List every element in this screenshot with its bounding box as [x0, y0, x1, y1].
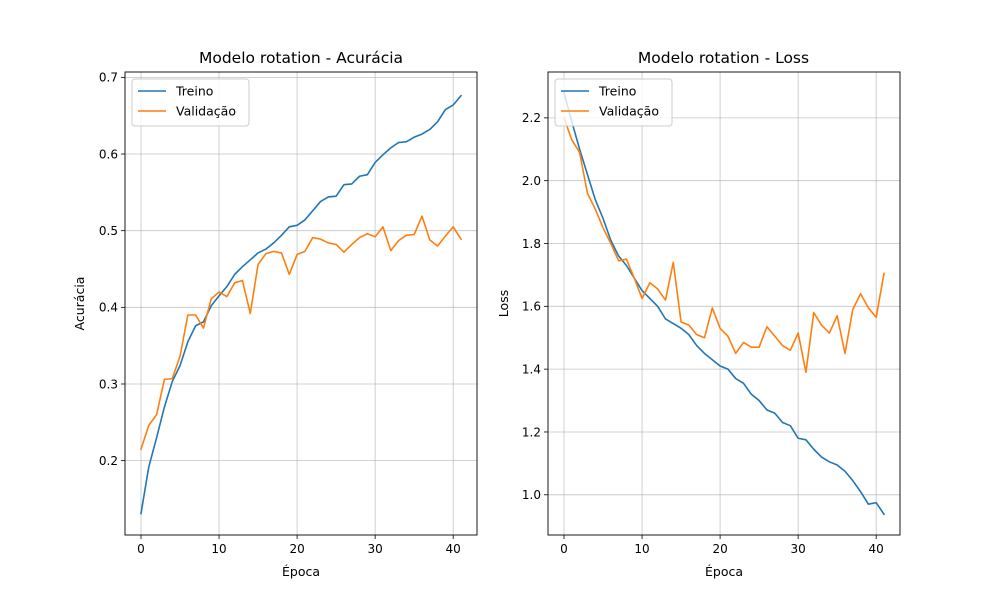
accuracy-ticks: 0 10 20 30 40 0.2 0.3 0.4 0.5 0.6 0.7: [99, 71, 461, 556]
accuracy-y-tick-label: 0.7: [99, 71, 118, 85]
loss-series-line-validacao: [562, 116, 885, 374]
accuracy-x-tick-label: 30: [368, 542, 383, 556]
loss-legend: Treino Validação: [554, 78, 673, 127]
accuracy-x-tick-label: 0: [137, 542, 145, 556]
accuracy-legend-label-validacao: Validação: [176, 104, 236, 119]
accuracy-y-tick-label: 0.6: [99, 147, 118, 161]
accuracy-y-axis-label: Acurácia: [72, 277, 87, 331]
accuracy-x-tick-label: 10: [211, 542, 226, 556]
accuracy-y-tick-label: 0.4: [99, 301, 118, 315]
loss-x-axis-label: Época: [705, 564, 743, 579]
accuracy-y-tick-label: 0.2: [99, 454, 118, 468]
accuracy-chart: Modelo rotation - Acurácia 0 10 20 30 400.20…: [72, 49, 478, 579]
loss-x-tick-label: 40: [869, 542, 884, 556]
accuracy-legend-label-treino: Treino: [175, 84, 213, 99]
loss-x-tick-label: 20: [712, 542, 727, 556]
loss-y-tick-label: 2.0: [522, 174, 541, 188]
accuracy-series-line-validacao: [139, 215, 463, 451]
accuracy-y-tick-label: 0.5: [99, 224, 118, 238]
loss-ticks: 0 10 20 30 40 1.0 1.2 1.4 1.6 1.8 2.0 2.2: [522, 111, 884, 556]
loss-chart-title: Modelo rotation - Loss: [638, 49, 809, 67]
loss-y-tick-label: 1.2: [522, 425, 541, 439]
loss-series: [562, 91, 886, 516]
loss-y-axis-label: Loss: [496, 290, 511, 317]
loss-legend-label-treino: Treino: [598, 84, 636, 99]
loss-x-tick-label: 10: [634, 542, 649, 556]
accuracy-chart-title: Modelo rotation - Acurácia: [199, 49, 403, 67]
accuracy-axes-frame: [124, 71, 478, 536]
loss-series-line-treino: [563, 91, 886, 516]
accuracy-grid: [125, 72, 477, 535]
loss-y-tick-label: 2.2: [522, 111, 541, 125]
accuracy-series-line-treino: [140, 94, 463, 515]
accuracy-x-axis-label: Época: [282, 564, 320, 579]
accuracy-x-tick-label: 20: [289, 542, 304, 556]
accuracy-series: [139, 94, 463, 515]
loss-grid: [548, 72, 900, 535]
accuracy-legend: Treino Validação: [131, 78, 250, 127]
loss-legend-label-validacao: Validação: [599, 104, 659, 119]
accuracy-y-tick-label: 0.3: [99, 377, 118, 391]
accuracy-x-tick-label: 40: [446, 542, 461, 556]
loss-x-tick-label: 0: [560, 542, 568, 556]
loss-axes-frame: [547, 71, 901, 536]
loss-x-tick-label: 30: [791, 542, 806, 556]
loss-y-tick-label: 1.8: [522, 237, 541, 251]
loss-y-tick-label: 1.0: [522, 488, 541, 502]
loss-chart: Modelo rotation - Loss 0 10 20 30 40 1.0 1.2 1.…: [496, 49, 901, 579]
loss-y-tick-label: 1.6: [522, 300, 541, 314]
loss-y-tick-label: 1.4: [522, 362, 541, 376]
